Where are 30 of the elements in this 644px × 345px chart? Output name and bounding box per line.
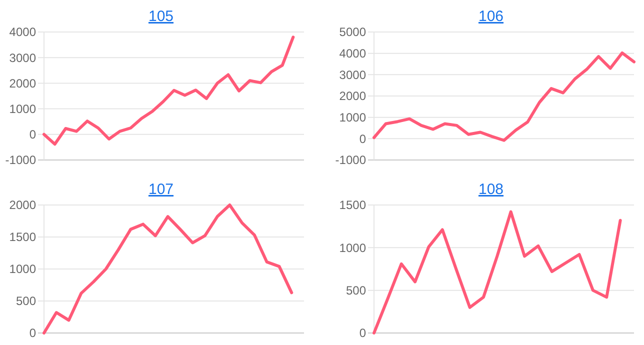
y-tick-label: -1000: [335, 153, 366, 168]
y-tick-label: 1000: [9, 102, 36, 116]
y-tick-label: 1000: [9, 262, 36, 276]
y-tick-label: 5000: [339, 25, 366, 40]
y-tick-label: 1000: [339, 240, 366, 255]
y-tick-label: 4000: [339, 46, 366, 61]
chart-title: 105: [148, 8, 174, 25]
y-tick-label: 0: [29, 326, 36, 340]
y-tick-label: 2000: [339, 89, 366, 104]
chart-title: 107: [148, 181, 174, 198]
y-tick-label: 2000: [9, 198, 36, 212]
line-series: [42, 36, 295, 146]
y-tick-label: 0: [29, 128, 36, 142]
y-tick-label: 0: [359, 132, 366, 146]
line-series: [372, 51, 636, 142]
y-tick-label: 500: [16, 294, 36, 308]
y-tick-label: 1000: [339, 110, 366, 125]
line-series: [42, 204, 294, 334]
y-tick-label: 1500: [9, 230, 36, 244]
line-series: [372, 210, 622, 334]
y-tick-label: -1000: [5, 153, 36, 168]
chart-title: 106: [478, 8, 504, 25]
y-tick-label: 3000: [9, 50, 36, 65]
chart-title: 108: [478, 181, 504, 198]
y-tick-label: 3000: [339, 68, 366, 82]
y-tick-label: 0: [359, 326, 366, 340]
y-tick-label: 2000: [9, 76, 36, 90]
y-tick-label: 1500: [339, 198, 366, 212]
y-tick-label: 500: [346, 284, 366, 298]
y-tick-label: 4000: [9, 25, 36, 40]
